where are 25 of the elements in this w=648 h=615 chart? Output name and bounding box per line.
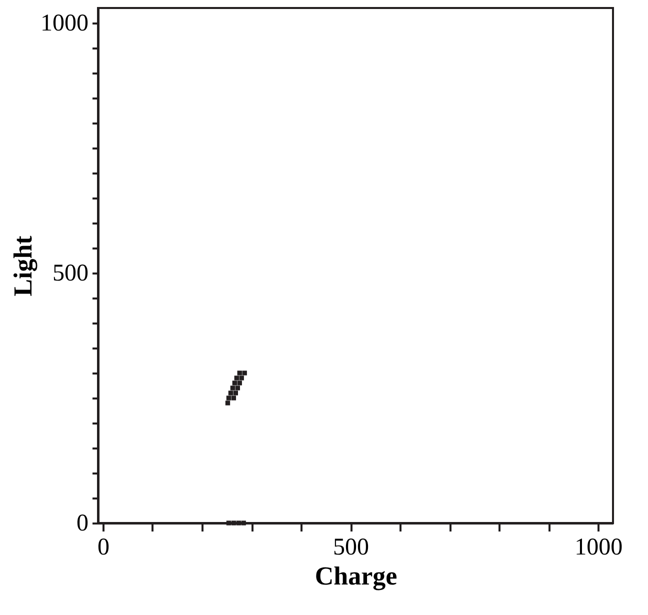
y-tick-label: 0 [76, 510, 88, 536]
point [231, 396, 236, 400]
point [234, 376, 239, 380]
point [237, 380, 242, 386]
point [237, 370, 242, 376]
point [230, 386, 236, 390]
x-tick-label: 0 [97, 534, 110, 560]
point [226, 520, 232, 526]
point [239, 376, 244, 380]
point [235, 386, 240, 390]
point [233, 390, 238, 396]
point [241, 520, 246, 526]
point [225, 400, 230, 406]
point [236, 520, 241, 526]
x-tick-label: 1000 [574, 534, 623, 560]
point [232, 380, 238, 386]
point [228, 390, 234, 396]
y-axis-title: Light [8, 235, 38, 296]
x-axis-title: Charge [314, 562, 398, 590]
point [231, 520, 236, 526]
point [242, 370, 247, 376]
x-tick-label: 500 [333, 534, 370, 560]
point [226, 396, 232, 400]
y-tick-label: 500 [52, 260, 88, 286]
y-tick-label: 1000 [40, 10, 88, 36]
